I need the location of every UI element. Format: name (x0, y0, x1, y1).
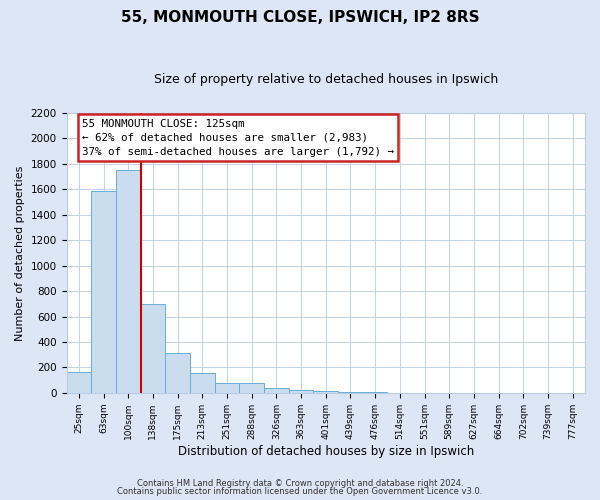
Y-axis label: Number of detached properties: Number of detached properties (15, 166, 25, 340)
Bar (239, 384, 264, 393)
Text: Contains HM Land Registry data © Crown copyright and database right 2024.: Contains HM Land Registry data © Crown c… (137, 478, 463, 488)
Bar (264, 388, 289, 393)
Text: 55 MONMOUTH CLOSE: 125sqm
← 62% of detached houses are smaller (2,983)
37% of se: 55 MONMOUTH CLOSE: 125sqm ← 62% of detac… (82, 118, 394, 156)
X-axis label: Distribution of detached houses by size in Ipswich: Distribution of detached houses by size … (178, 444, 474, 458)
Bar (313, 391, 338, 393)
Bar (338, 392, 363, 393)
Bar (289, 390, 313, 393)
Text: Contains public sector information licensed under the Open Government Licence v3: Contains public sector information licen… (118, 487, 482, 496)
Bar (116, 170, 140, 393)
Text: 55, MONMOUTH CLOSE, IPSWICH, IP2 8RS: 55, MONMOUTH CLOSE, IPSWICH, IP2 8RS (121, 10, 479, 25)
Bar (190, 373, 215, 393)
Bar (215, 382, 239, 393)
Bar (165, 353, 190, 393)
Bar (363, 392, 388, 393)
Bar (91, 190, 116, 393)
Bar (67, 372, 91, 393)
Title: Size of property relative to detached houses in Ipswich: Size of property relative to detached ho… (154, 72, 498, 86)
Bar (140, 304, 165, 393)
